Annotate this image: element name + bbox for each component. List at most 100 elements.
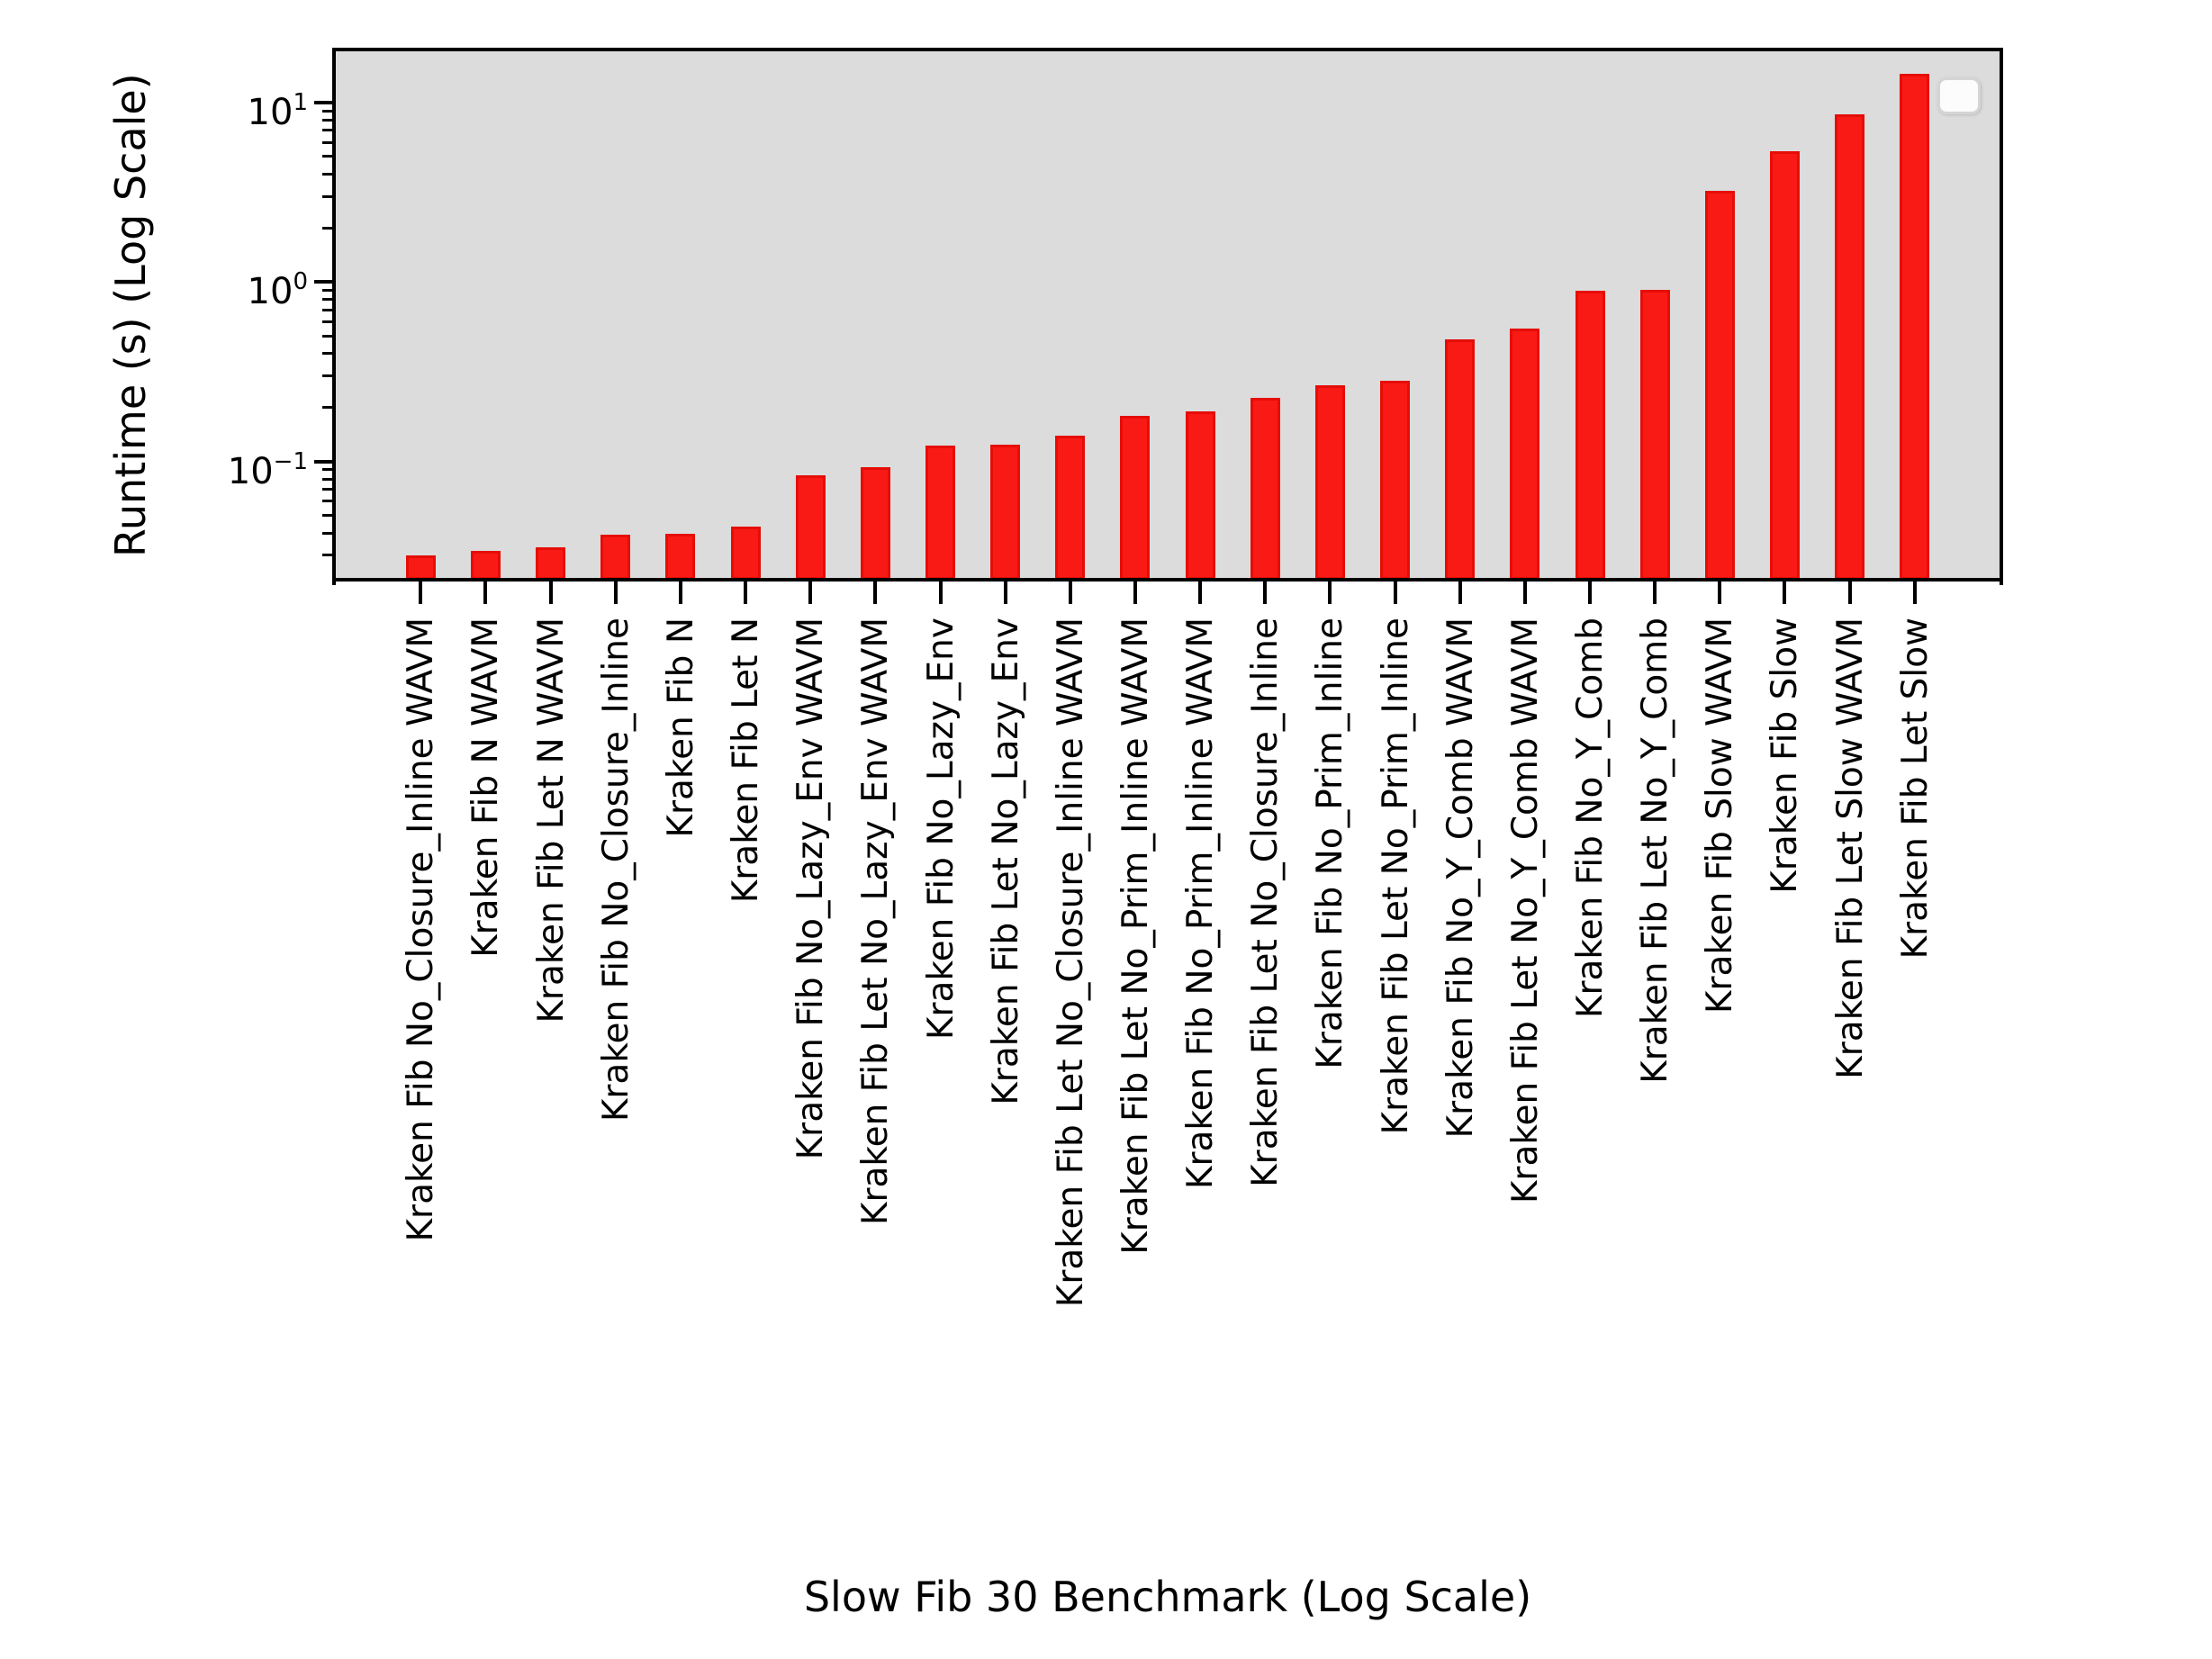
y-tick-exponent: 0 xyxy=(293,268,308,296)
x-tick-label: Kraken Fib Let Slow WAVM xyxy=(1829,618,1871,1079)
y-major-tick xyxy=(314,100,334,104)
x-tick xyxy=(1522,582,1527,604)
x-tick-label: Kraken Fib Slow WAVM xyxy=(1700,618,1741,1014)
y-minor-tick xyxy=(322,352,334,356)
x-tick-label: Kraken Fib N xyxy=(660,618,701,838)
y-tick-exponent: −1 xyxy=(273,447,308,475)
bar xyxy=(730,527,761,580)
x-tick-label: Kraken Fib Let No_Lazy_Env xyxy=(985,618,1026,1105)
y-minor-tick xyxy=(322,155,334,158)
x-tick-label: Kraken Fib No_Y_Comb WAVM xyxy=(1440,618,1481,1139)
bar xyxy=(795,474,826,580)
y-minor-tick xyxy=(322,374,334,378)
y-major-tick xyxy=(314,459,334,464)
y-minor-tick xyxy=(322,172,334,176)
top-spine xyxy=(332,48,2003,51)
x-tick-label: Kraken Fib Let Slow xyxy=(1894,618,1936,960)
left-spine xyxy=(332,48,336,585)
plot-area xyxy=(334,50,2001,580)
x-tick xyxy=(419,582,423,604)
y-minor-tick xyxy=(322,288,334,292)
bar xyxy=(1704,191,1735,580)
bar xyxy=(1769,151,1800,580)
y-minor-tick xyxy=(322,488,334,491)
x-tick-label: Kraken Fib No_Y_Comb xyxy=(1570,618,1611,1019)
y-tick-exponent: 1 xyxy=(293,88,308,116)
x-tick-label: Kraken Fib Let No_Y_Comb WAVM xyxy=(1504,618,1546,1204)
x-tick-label: Kraken Fib No_Lazy_Env WAVM xyxy=(790,618,832,1160)
bar xyxy=(1575,291,1605,580)
x-tick xyxy=(1783,582,1787,604)
y-minor-tick xyxy=(322,118,334,122)
x-tick xyxy=(548,582,553,604)
x-tick xyxy=(744,582,748,604)
x-tick-label: Kraken Fib Let No_Lazy_Env WAVM xyxy=(855,618,897,1226)
x-axis-title: Slow Fib 30 Benchmark (Log Scale) xyxy=(803,1573,1532,1621)
bar xyxy=(925,445,955,580)
x-tick-label: Kraken Fib No_Closure_Inline xyxy=(595,618,637,1123)
bar xyxy=(1185,411,1215,580)
bar xyxy=(1639,289,1670,580)
legend-box xyxy=(1937,77,1981,114)
y-minor-tick xyxy=(322,226,334,230)
x-tick xyxy=(1133,582,1137,604)
x-tick xyxy=(1263,582,1268,604)
x-tick xyxy=(1912,582,1917,604)
x-tick-label: Kraken Fib No_Closure_Inline WAVM xyxy=(401,618,442,1242)
x-tick-label: Kraken Fib Let N WAVM xyxy=(530,618,572,1023)
bar xyxy=(1835,114,1865,580)
x-tick-label: Kraken Fib Slow xyxy=(1765,618,1806,894)
bar xyxy=(1314,385,1345,580)
y-minor-tick xyxy=(322,129,334,132)
x-tick xyxy=(1588,582,1592,604)
y-minor-tick xyxy=(322,514,334,518)
x-tick xyxy=(1328,582,1332,604)
y-major-tick xyxy=(314,280,334,284)
bar xyxy=(860,467,890,580)
y-minor-tick xyxy=(322,468,334,472)
x-tick-label: Kraken Fib N WAVM xyxy=(465,618,507,958)
x-tick-label: Kraken Fib Let No_Y_Comb xyxy=(1635,618,1676,1084)
y-minor-tick xyxy=(322,320,334,324)
y-minor-tick xyxy=(322,531,334,535)
bottom-spine xyxy=(332,578,2003,582)
bar xyxy=(1445,339,1476,580)
y-tick-label: 101 xyxy=(247,88,308,133)
bar xyxy=(1510,328,1540,580)
y-minor-tick xyxy=(322,194,334,198)
right-spine xyxy=(2000,48,2003,585)
x-tick xyxy=(613,582,618,604)
x-tick xyxy=(1458,582,1462,604)
x-tick xyxy=(1718,582,1722,604)
x-tick xyxy=(678,582,682,604)
bar xyxy=(536,546,566,580)
x-tick-label: Kraken Fib Let No_Prim_Inline WAVM xyxy=(1115,618,1156,1255)
y-minor-tick xyxy=(322,554,334,557)
bar xyxy=(1380,380,1411,580)
x-tick-label: Kraken Fib Let No_Closure_Inline WAVM xyxy=(1050,618,1091,1308)
x-tick-label: Kraken Fib No_Prim_Inline WAVM xyxy=(1180,618,1222,1190)
x-tick xyxy=(938,582,943,604)
x-tick xyxy=(1068,582,1072,604)
y-minor-tick xyxy=(322,140,334,144)
bar xyxy=(1900,74,1930,580)
y-minor-tick xyxy=(322,477,334,481)
y-minor-tick xyxy=(322,334,334,338)
bar xyxy=(405,555,436,580)
y-minor-tick xyxy=(322,500,334,503)
x-tick xyxy=(1198,582,1203,604)
bar xyxy=(990,445,1021,580)
x-tick xyxy=(1847,582,1852,604)
x-tick xyxy=(1653,582,1657,604)
x-tick xyxy=(1393,582,1397,604)
bar xyxy=(470,551,501,580)
bar xyxy=(1120,415,1151,580)
y-tick-label: 100 xyxy=(247,268,308,313)
bar xyxy=(665,533,696,580)
bar xyxy=(600,535,631,580)
x-tick-label: Kraken Fib No_Lazy_Env xyxy=(920,618,962,1041)
x-tick-label: Kraken Fib Let N xyxy=(726,618,767,904)
x-tick-label: Kraken Fib Let No_Closure_Inline xyxy=(1245,618,1287,1187)
bar xyxy=(1250,397,1280,580)
